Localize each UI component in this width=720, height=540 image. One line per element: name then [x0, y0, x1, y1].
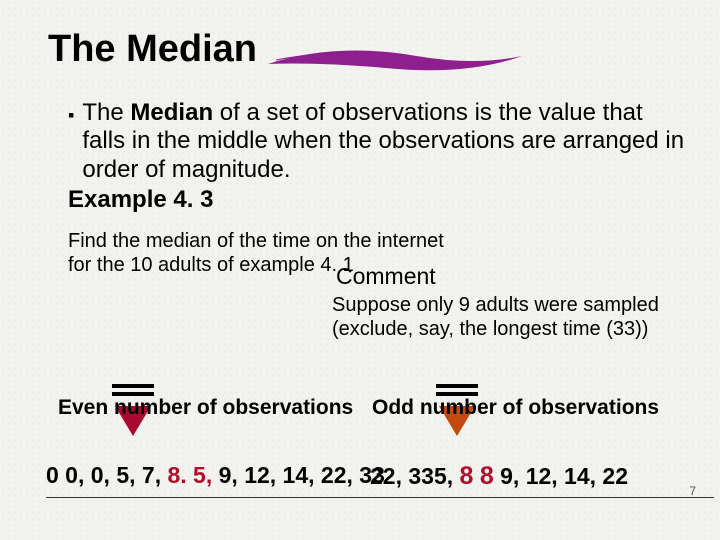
data-sequence-right-overlay: 22, 335, 8 8 9, 12, 14, 22: [370, 462, 628, 491]
suppose-text: Suppose only 9 adults were sampled (excl…: [332, 294, 659, 341]
definition-text: The Median of a set of observations is t…: [82, 99, 690, 184]
definition-bullet: ▪ The Median of a set of observations is…: [68, 99, 690, 184]
comment-label: Comment: [336, 263, 436, 290]
bullet-marker: ▪: [68, 105, 74, 126]
swoosh-decoration: [266, 40, 526, 80]
page-number: 7: [689, 484, 696, 498]
odd-observations-label: Odd number of observations: [372, 396, 659, 420]
even-observations-label: Even number of observations: [58, 396, 353, 420]
example-label: Example 4. 3: [68, 186, 690, 214]
data-sequence-left: 0 0, 0, 5, 7, 8. 5, 9, 12, 14, 22, 33: [46, 462, 385, 488]
